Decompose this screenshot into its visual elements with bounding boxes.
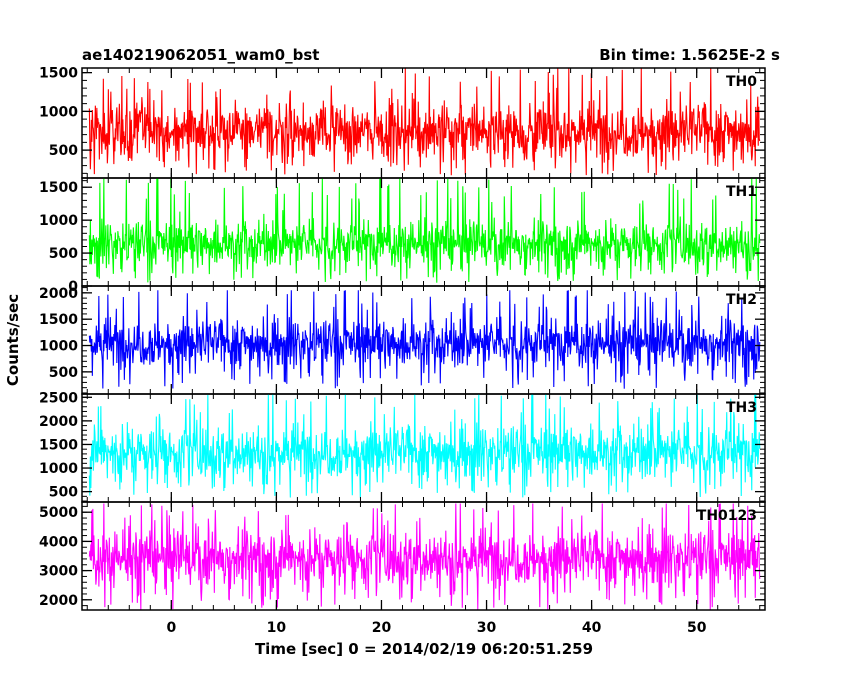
series-line-th0 bbox=[88, 67, 761, 176]
y-tick-label: 5000 bbox=[39, 505, 78, 521]
y-tick-label: 2000 bbox=[39, 414, 78, 430]
panel-th1: 0 500 1000 1500 TH1 bbox=[39, 177, 766, 295]
panel-th3: 500 1000 1500 2000 2500 TH3 bbox=[39, 390, 766, 503]
header-title-left: ae140219062051_wam0_bst bbox=[82, 46, 319, 64]
y-tick-label: 2000 bbox=[39, 286, 78, 302]
x-tick-label: 50 bbox=[687, 620, 707, 636]
header-bin-time: Bin time: 1.5625E-2 s bbox=[599, 46, 780, 64]
series-line-th0123 bbox=[88, 503, 761, 610]
y-tick-label: 1000 bbox=[39, 461, 78, 477]
y-tick-label: 1000 bbox=[39, 339, 78, 355]
x-tick-label: 40 bbox=[582, 620, 602, 636]
y-tick-label: 3000 bbox=[39, 564, 78, 580]
panel-label-th0: TH0 bbox=[726, 74, 757, 90]
y-tick-label: 1500 bbox=[39, 437, 78, 453]
y-tick-label: 500 bbox=[49, 246, 78, 262]
panel-label-th0123: TH0123 bbox=[697, 508, 757, 524]
x-tick-label: 30 bbox=[477, 620, 497, 636]
x-tick-label: 20 bbox=[372, 620, 392, 636]
panel-th0: 500 1000 1500 TH0 bbox=[39, 66, 766, 179]
y-tick-label: 4000 bbox=[39, 534, 78, 550]
y-tick-label: 500 bbox=[49, 365, 78, 381]
x-tick-label: 0 bbox=[166, 620, 176, 636]
panel-label-th1: TH1 bbox=[726, 184, 757, 200]
y-tick-label: 1500 bbox=[39, 66, 78, 82]
y-tick-label: 2000 bbox=[39, 593, 78, 609]
y-tick-label: 1000 bbox=[39, 104, 78, 120]
panel-th2: 500 1000 1500 2000 TH2 bbox=[39, 285, 766, 395]
panel-th0123: 2000 3000 4000 5000 TH0123 bbox=[39, 501, 766, 611]
series-line-th1 bbox=[88, 177, 761, 283]
x-axis-title: Time [sec] 0 = 2014/02/19 06:20:51.259 bbox=[255, 640, 593, 658]
y-tick-label: 1000 bbox=[39, 213, 78, 229]
y-tick-label: 1500 bbox=[39, 312, 78, 328]
y-axis-title: Counts/sec bbox=[4, 294, 22, 386]
y-tick-label: 1500 bbox=[39, 180, 78, 196]
series-line-th2 bbox=[88, 290, 761, 389]
y-tick-label: 500 bbox=[49, 143, 78, 159]
y-tick-label: 500 bbox=[49, 485, 78, 501]
panel-label-th2: TH2 bbox=[726, 292, 757, 308]
series-line-th3 bbox=[88, 393, 761, 498]
panel-label-th3: TH3 bbox=[726, 400, 757, 416]
y-tick-label: 0 bbox=[68, 279, 78, 295]
y-tick-label: 2500 bbox=[39, 390, 78, 406]
x-tick-label: 10 bbox=[267, 620, 287, 636]
